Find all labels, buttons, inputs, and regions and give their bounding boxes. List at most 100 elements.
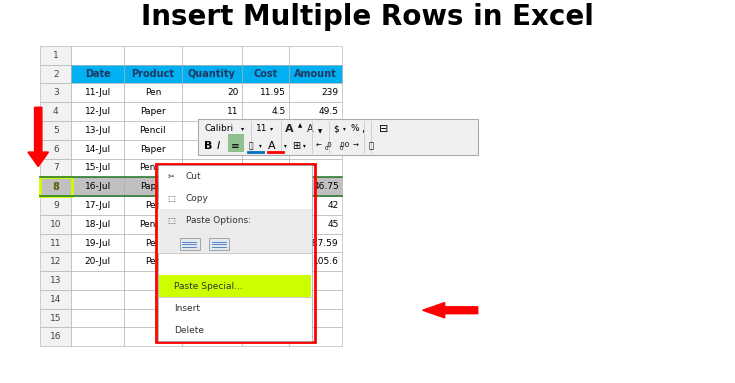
- Bar: [289, 102, 342, 121]
- Bar: [71, 121, 124, 140]
- Text: ⊟: ⊟: [379, 124, 388, 134]
- Text: A: A: [307, 124, 314, 134]
- Bar: [71, 140, 124, 159]
- Bar: [182, 215, 242, 234]
- Text: 15-Jul: 15-Jul: [85, 164, 111, 172]
- FancyArrow shape: [423, 303, 478, 318]
- Bar: [182, 327, 242, 346]
- Text: →: →: [353, 143, 359, 149]
- Bar: [182, 252, 242, 271]
- Text: 4: 4: [53, 107, 59, 116]
- Bar: [182, 309, 242, 327]
- Text: Paste Options:: Paste Options:: [186, 216, 251, 225]
- Text: 7: 7: [53, 164, 59, 172]
- Text: ▾: ▾: [270, 126, 273, 131]
- Bar: [242, 65, 289, 83]
- Text: ≡: ≡: [231, 141, 240, 151]
- Text: ▼: ▼: [318, 129, 322, 134]
- Text: 11: 11: [256, 124, 268, 133]
- Text: Pen: Pen: [145, 239, 161, 247]
- Bar: [40, 46, 71, 65]
- Bar: [124, 83, 182, 102]
- Bar: [242, 215, 289, 234]
- Text: Cut: Cut: [186, 172, 201, 181]
- Text: 12: 12: [50, 257, 62, 266]
- Bar: [242, 46, 289, 65]
- Bar: [124, 309, 182, 327]
- Bar: [40, 327, 71, 346]
- Text: Copy: Copy: [186, 194, 209, 203]
- Bar: [289, 327, 342, 346]
- Bar: [40, 177, 71, 196]
- Text: 18-Jul: 18-Jul: [85, 220, 111, 229]
- Text: ⊞: ⊞: [293, 141, 301, 151]
- Bar: [71, 234, 124, 252]
- Bar: [228, 134, 244, 152]
- Text: ▾: ▾: [303, 144, 306, 149]
- Text: 0: 0: [340, 146, 343, 151]
- Text: Paper: Paper: [140, 182, 165, 191]
- Bar: [40, 177, 72, 196]
- Bar: [242, 252, 289, 271]
- Bar: [40, 140, 71, 159]
- Text: ⬚: ⬚: [168, 194, 176, 203]
- Bar: [182, 234, 242, 252]
- Text: 239: 239: [322, 88, 339, 97]
- Text: Insert: Insert: [174, 304, 200, 313]
- Text: 5: 5: [53, 126, 59, 135]
- Text: Pen: Pen: [145, 201, 161, 210]
- Text: 13: 13: [50, 276, 62, 285]
- Bar: [40, 290, 71, 309]
- Bar: [182, 140, 242, 159]
- Text: %: %: [351, 124, 359, 133]
- Bar: [40, 83, 71, 102]
- Text: 49.5: 49.5: [319, 107, 339, 116]
- Bar: [40, 121, 71, 140]
- Text: 2: 2: [53, 70, 59, 79]
- Bar: [242, 234, 289, 252]
- Bar: [242, 290, 289, 309]
- Text: 187.59: 187.59: [307, 239, 339, 247]
- Bar: [242, 102, 289, 121]
- Text: Paste Special...: Paste Special...: [174, 282, 243, 291]
- Text: 14-Jul: 14-Jul: [85, 145, 111, 154]
- Text: Pencil: Pencil: [140, 126, 166, 135]
- Text: 20-Jul: 20-Jul: [85, 257, 111, 266]
- Bar: [158, 209, 312, 253]
- Text: A: A: [268, 141, 276, 151]
- Text: ⬚: ⬚: [168, 216, 176, 225]
- Bar: [124, 252, 182, 271]
- Bar: [289, 215, 342, 234]
- Bar: [182, 102, 242, 121]
- Bar: [242, 140, 289, 159]
- Bar: [40, 309, 71, 327]
- Text: $: $: [333, 124, 339, 133]
- Text: 16-Jul: 16-Jul: [85, 182, 111, 191]
- Text: 8: 8: [53, 182, 59, 191]
- Bar: [124, 234, 182, 252]
- Text: 17-Jul: 17-Jul: [85, 201, 111, 210]
- Bar: [124, 196, 182, 215]
- Text: 11: 11: [50, 239, 62, 247]
- Bar: [40, 65, 71, 83]
- Bar: [289, 290, 342, 309]
- Bar: [289, 177, 342, 196]
- Bar: [182, 177, 242, 196]
- Text: 14: 14: [50, 295, 62, 304]
- Bar: [156, 164, 315, 342]
- Text: A: A: [285, 124, 294, 134]
- Text: ▾: ▾: [343, 126, 345, 131]
- Text: 6: 6: [53, 145, 59, 154]
- Text: 20: 20: [228, 88, 239, 97]
- Text: 46.75: 46.75: [313, 182, 339, 191]
- Text: 3: 3: [53, 88, 59, 97]
- Bar: [71, 215, 124, 234]
- Text: .0: .0: [325, 142, 331, 148]
- Text: ▲: ▲: [298, 123, 302, 128]
- Bar: [71, 159, 124, 177]
- Bar: [124, 121, 182, 140]
- Text: 11.95: 11.95: [260, 88, 286, 97]
- Bar: [124, 102, 182, 121]
- Bar: [71, 271, 124, 290]
- Bar: [242, 83, 289, 102]
